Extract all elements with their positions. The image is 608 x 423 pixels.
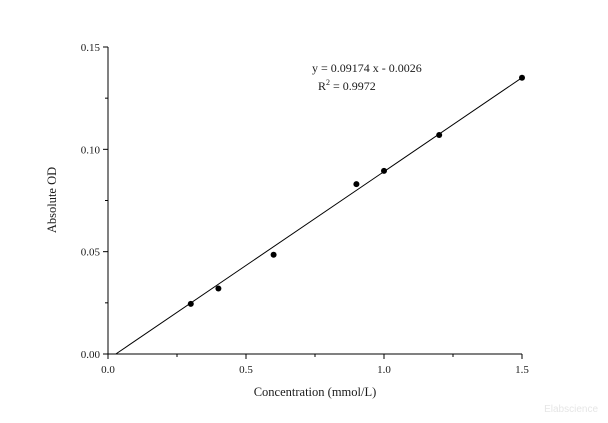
- r-squared-superscript: 2: [326, 78, 330, 87]
- y-axis-title: Absolute OD: [45, 167, 59, 233]
- data-point: [519, 74, 525, 81]
- y-tick-label: 0.15: [81, 42, 101, 54]
- data-point: [436, 132, 443, 139]
- data-point: [270, 251, 277, 258]
- x-tick-label: 0.0: [101, 364, 115, 376]
- data-point: [215, 285, 222, 292]
- y-tick-label: 0.10: [81, 144, 101, 156]
- x-axis-title: Concentration (mmol/L): [254, 385, 377, 399]
- y-tick-label: 0.05: [81, 247, 101, 259]
- regression-equation: y = 0.09174 x - 0.0026: [312, 61, 422, 75]
- x-tick-label: 0.5: [239, 364, 253, 376]
- x-tick-label: 1.0: [377, 364, 391, 376]
- data-points: [187, 74, 525, 307]
- watermark: Elabscience: [544, 404, 598, 415]
- regression-line: [115, 77, 523, 355]
- y-tick-label: 0.00: [81, 349, 101, 361]
- axis-ticks: 0.0 0.5 1.0 1.5 0.00 0.05 0.10 0.15: [81, 42, 530, 376]
- data-point: [353, 181, 360, 188]
- x-tick-label: 1.5: [515, 364, 529, 376]
- plot-area: [107, 47, 522, 355]
- r-squared-symbol: R: [318, 79, 326, 93]
- r-squared-label: R2 = 0.9972: [318, 78, 376, 93]
- r-squared-value: = 0.9972: [330, 79, 376, 93]
- data-point: [187, 300, 194, 307]
- data-point: [381, 167, 387, 174]
